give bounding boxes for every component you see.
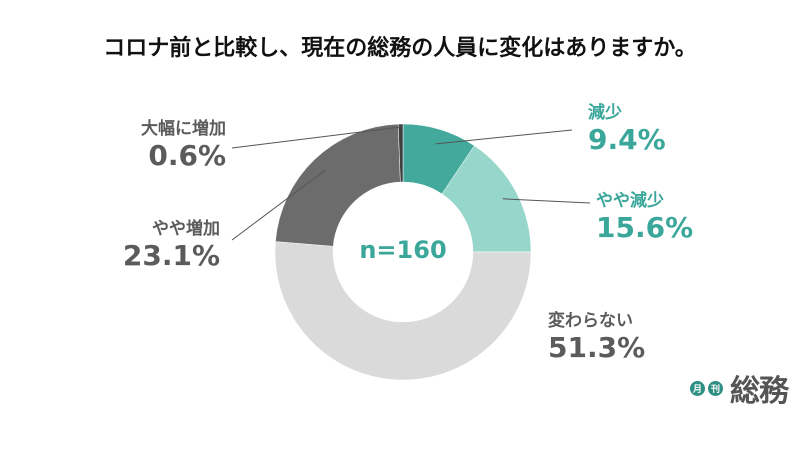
logo-badge-1: 月 xyxy=(690,380,705,396)
publisher-logo: 月 刊 総務 xyxy=(690,366,789,410)
slice-label-value: 15.6% xyxy=(596,210,694,244)
slice-label-value: 9.4% xyxy=(588,122,666,156)
slice-label-name: 大幅に増加 xyxy=(141,119,226,139)
label-no-change: 変わらない 51.3% xyxy=(548,311,646,364)
donut-slice xyxy=(274,241,532,381)
slice-label-value: 51.3% xyxy=(548,330,646,364)
donut-slice xyxy=(397,123,404,183)
slice-label-name: 減少 xyxy=(588,103,622,123)
logo-badge-2: 刊 xyxy=(708,380,723,396)
chart-title: コロナ前と比較し、現在の総務の人員に変化はありますか。 xyxy=(103,36,697,61)
slice-label-name: 変わらない xyxy=(548,311,633,331)
label-slight-decrease: やや減少 15.6% xyxy=(596,191,694,244)
leader-line xyxy=(502,198,591,204)
logo-text: 総務 xyxy=(730,374,789,409)
leader-line xyxy=(231,169,326,241)
donut-slice xyxy=(275,123,401,247)
slice-label-name: やや増加 xyxy=(152,219,220,239)
slice-label-value: 23.1% xyxy=(122,238,220,272)
center-label: n=160 xyxy=(359,236,447,264)
label-slight-increase: やや増加 23.1% xyxy=(118,219,220,272)
slice-label-name: やや減少 xyxy=(596,191,664,211)
slice-label-value: 0.6% xyxy=(148,138,226,172)
label-large-increase: 大幅に増加 0.6% xyxy=(118,119,226,172)
leader-line xyxy=(435,129,573,145)
label-decrease: 減少 9.4% xyxy=(588,103,666,156)
leader-line xyxy=(231,126,401,149)
